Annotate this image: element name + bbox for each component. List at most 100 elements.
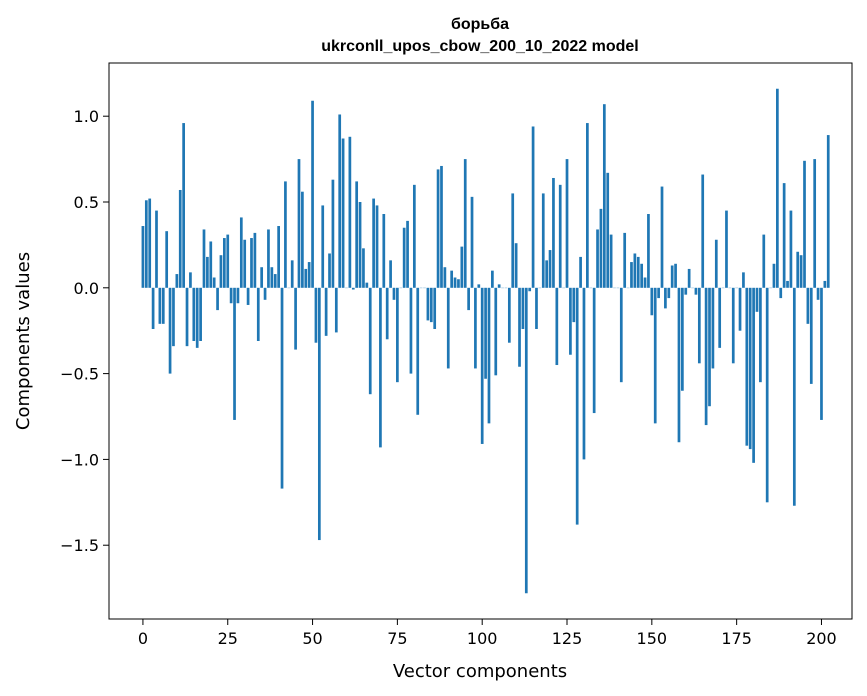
bar-74: [392, 287, 396, 300]
y-tick-label: 0.5: [74, 193, 99, 212]
x-tick-label: 75: [387, 629, 407, 648]
bar-12: [182, 123, 185, 288]
bar-121: [552, 177, 555, 288]
bar-120: [548, 250, 552, 288]
bar-5: [158, 287, 162, 324]
bar-144: [630, 262, 633, 288]
axes-frame: [108, 62, 853, 620]
bar-127: [572, 287, 576, 323]
bar-17: [199, 287, 202, 341]
bar-19: [206, 256, 209, 288]
bar-77: [402, 227, 406, 288]
bar-79: [409, 287, 413, 374]
x-tick-label: 100: [467, 629, 498, 648]
bar-2: [148, 198, 152, 288]
bar-161: [687, 268, 691, 288]
bar-24: [222, 238, 226, 288]
bar-116: [535, 287, 538, 329]
bar-123: [558, 184, 562, 288]
bar-111: [518, 287, 521, 367]
bar-178: [745, 287, 749, 446]
bar-91: [450, 270, 454, 288]
y-axis-ticks: 1.0 0.5 0.0 −0.5 −1.0 −1.5: [60, 107, 109, 555]
bar-75: [396, 287, 399, 383]
bar-52: [317, 287, 321, 541]
bar-97: [470, 196, 474, 288]
bar-128: [575, 287, 579, 525]
bar-99: [477, 284, 481, 288]
bar-133: [592, 287, 596, 414]
bar-62: [351, 287, 355, 290]
y-tick-label: −0.5: [60, 365, 99, 384]
bar-100: [480, 287, 484, 444]
bar-108: [507, 287, 511, 343]
bar-80: [412, 184, 416, 288]
bar-48: [304, 268, 308, 288]
bar-202: [826, 135, 830, 288]
x-axis-ticks: 0 25 50 75 100 125 150 175 200: [138, 619, 837, 648]
bar-192: [792, 287, 796, 506]
bar-93: [457, 279, 460, 288]
bar-61: [348, 136, 352, 288]
bar-166: [704, 287, 708, 426]
x-tick-label: 50: [302, 629, 322, 648]
bar-1: [144, 200, 148, 288]
bar-149: [647, 214, 650, 288]
bar-88: [440, 165, 443, 288]
bar-92: [453, 277, 457, 288]
bar-174: [731, 287, 735, 364]
bar-167: [708, 287, 711, 407]
bar-181: [755, 287, 759, 312]
bars-group: [141, 88, 830, 594]
bar-21: [212, 277, 216, 288]
bar-141: [619, 287, 623, 383]
bar-98: [474, 287, 477, 369]
bar-129: [579, 256, 582, 288]
bar-189: [782, 183, 786, 288]
bar-163: [694, 287, 698, 295]
bar-8: [168, 287, 172, 374]
bar-46: [297, 159, 301, 288]
y-tick-label: 1.0: [74, 107, 99, 126]
chart-subtitle: ukrconll_upos_cbow_200_10_2022 model: [321, 38, 638, 55]
bar-10: [175, 274, 179, 288]
bar-147: [640, 263, 644, 288]
bar-114: [528, 287, 532, 292]
bar-78: [406, 220, 409, 288]
y-axis-label: Components values: [13, 252, 34, 430]
bar-130: [582, 287, 586, 460]
bar-86: [433, 287, 437, 329]
bar-164: [697, 287, 701, 364]
bar-188: [779, 287, 783, 299]
bar-33: [253, 232, 257, 288]
bar-45: [294, 287, 297, 350]
bar-102: [487, 287, 491, 424]
bar-194: [799, 255, 803, 288]
bar-29: [239, 217, 243, 288]
bar-145: [633, 253, 637, 288]
bar-44: [290, 260, 294, 288]
y-tick-label: −1.0: [60, 450, 99, 469]
x-tick-label: 150: [637, 629, 668, 648]
bar-182: [759, 287, 762, 383]
bar-112: [521, 287, 525, 329]
bar-7: [165, 231, 169, 288]
bar-183: [762, 234, 766, 288]
bar-94: [460, 246, 464, 288]
x-tick-label: 25: [218, 629, 238, 648]
bar-158: [677, 287, 681, 443]
bar-40: [277, 226, 280, 288]
bar-159: [681, 287, 684, 391]
bar-81: [416, 287, 420, 415]
bar-53: [321, 205, 325, 288]
bar-25: [226, 234, 230, 288]
bar-0: [141, 226, 145, 288]
x-tick-label: 175: [721, 629, 752, 648]
bar-110: [514, 243, 518, 288]
bar-172: [725, 210, 728, 288]
bar-65: [362, 248, 365, 288]
bar-103: [491, 270, 494, 288]
bar-184: [765, 287, 769, 503]
bar-4: [155, 210, 158, 288]
